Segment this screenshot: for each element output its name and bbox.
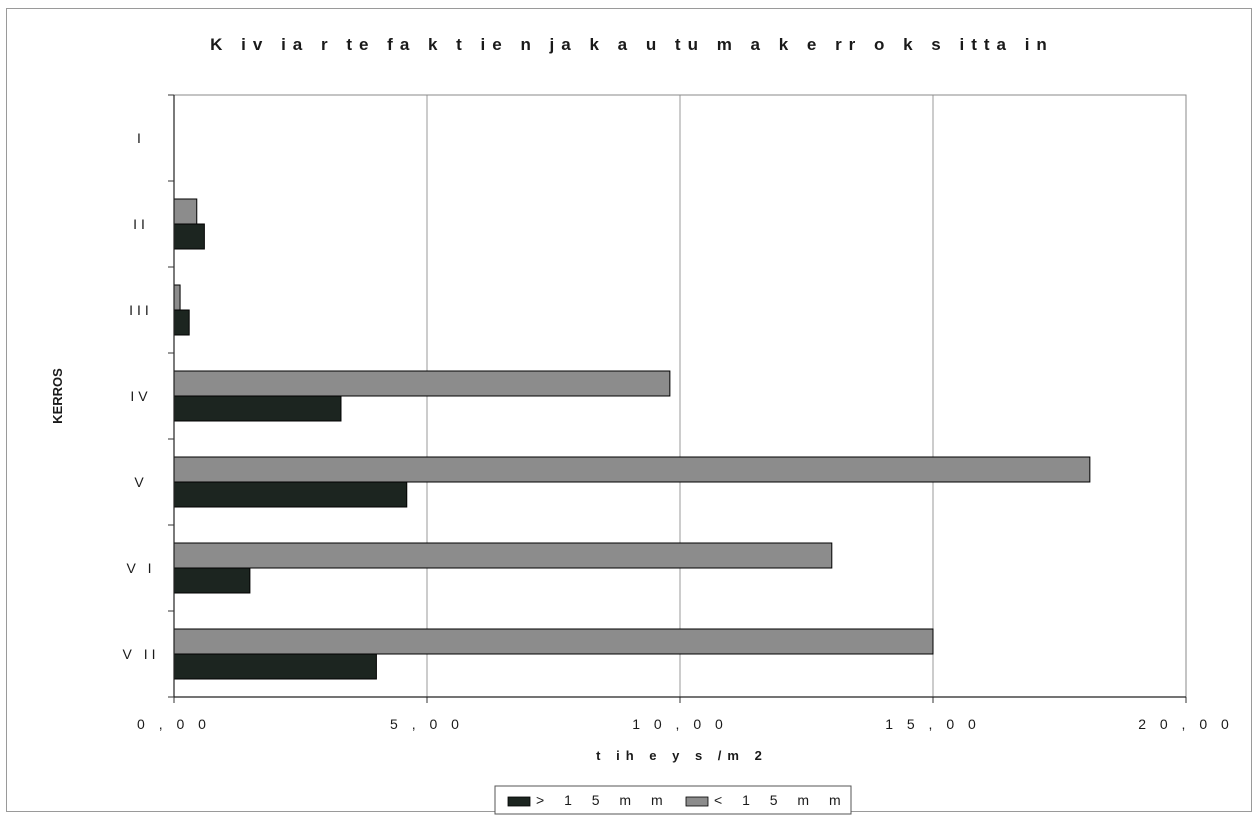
y-category-label: V: [134, 474, 147, 490]
axis-layer: 0 , 0 0 5 , 0 0 1 0 , 0 0 1 5 , 0 0 2 0 , 0 …: [122, 94, 1234, 732]
x-axis-label: t ih e y s /m 2: [596, 748, 768, 763]
bar-over-15mm: [173, 653, 377, 680]
bar-over-15mm: [173, 395, 342, 422]
legend: > 1 5 m m < 1 5 m m: [494, 785, 852, 815]
legend-label-large: > 1 5 m m: [536, 792, 671, 808]
bar-over-15mm: [173, 481, 408, 508]
x-tick-label: 0 , 0 0: [137, 716, 211, 732]
y-axis-label: KERROS: [50, 368, 65, 424]
x-tick-label: 2 0 , 0 0: [1138, 716, 1234, 732]
legend-swatch-large: [507, 796, 531, 807]
chart-title: K iv ia r te fa k t ie n ja k a u tu m a…: [210, 35, 1054, 54]
bar-under-15mm: [173, 198, 198, 225]
bar-over-15mm: [173, 223, 205, 250]
bar-layer: [173, 198, 1091, 680]
bar-over-15mm: [173, 309, 190, 336]
x-tick-label: 1 5 , 0 0: [885, 716, 981, 732]
y-category-label: V I: [126, 560, 155, 576]
legend-swatch-small: [685, 796, 709, 807]
y-category-label: I: [137, 130, 145, 146]
bar-under-15mm: [173, 628, 934, 655]
legend-label-small: < 1 5 m m: [714, 792, 849, 808]
bar-under-15mm: [173, 370, 671, 397]
y-category-label: IV: [130, 388, 151, 404]
bar-under-15mm: [173, 456, 1091, 483]
bar-over-15mm: [173, 567, 251, 594]
bar-under-15mm: [173, 284, 181, 311]
y-category-label: V II: [122, 646, 159, 662]
y-category-label: III: [129, 302, 153, 318]
bar-under-15mm: [173, 542, 833, 569]
x-tick-label: 5 , 0 0: [390, 716, 464, 732]
x-tick-label: 1 0 , 0 0: [632, 716, 728, 732]
y-category-label: II: [133, 216, 149, 232]
legend-box: [494, 785, 852, 815]
